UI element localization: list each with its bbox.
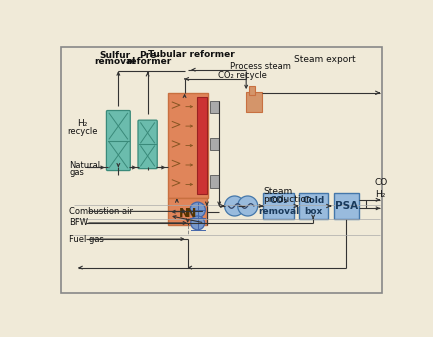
Bar [168, 93, 208, 198]
Text: recycle: recycle [67, 127, 97, 136]
Text: Fuel gas: Fuel gas [69, 235, 104, 244]
Text: BFW: BFW [69, 218, 88, 227]
Circle shape [225, 196, 245, 216]
Text: CO₂ recycle: CO₂ recycle [218, 71, 267, 80]
Bar [298, 193, 328, 219]
Text: Ν: Ν [186, 207, 197, 220]
Text: Steam export: Steam export [294, 55, 355, 64]
Text: Combustion air: Combustion air [69, 207, 133, 216]
Text: CO: CO [375, 178, 388, 187]
Bar [210, 175, 219, 187]
Text: CO₂
removal: CO₂ removal [258, 196, 299, 216]
Bar [334, 193, 359, 219]
Bar [210, 138, 219, 150]
FancyBboxPatch shape [107, 111, 130, 171]
Text: removal: removal [94, 58, 135, 66]
FancyBboxPatch shape [138, 120, 157, 168]
Text: Tubular reformer: Tubular reformer [148, 50, 235, 59]
Text: Steam: Steam [263, 187, 292, 196]
Text: Process steam: Process steam [230, 62, 291, 71]
Text: production: production [263, 195, 312, 204]
Text: Pre-: Pre- [139, 51, 160, 60]
Bar [168, 198, 207, 225]
Bar [210, 100, 219, 113]
Text: Cold
box: Cold box [302, 196, 324, 216]
Text: H₂: H₂ [77, 119, 87, 128]
Bar [249, 86, 255, 95]
Text: Sulfur: Sulfur [99, 51, 130, 60]
Circle shape [191, 216, 204, 230]
Circle shape [238, 196, 258, 216]
Circle shape [190, 202, 205, 218]
Text: reformer: reformer [126, 58, 172, 66]
Text: Natural: Natural [69, 161, 100, 171]
Text: N: N [178, 207, 189, 220]
Bar [197, 97, 207, 194]
Text: H₂: H₂ [375, 190, 385, 199]
Text: gas: gas [69, 168, 84, 177]
Text: PSA: PSA [335, 201, 358, 211]
Bar [246, 92, 262, 112]
Bar [263, 193, 294, 219]
